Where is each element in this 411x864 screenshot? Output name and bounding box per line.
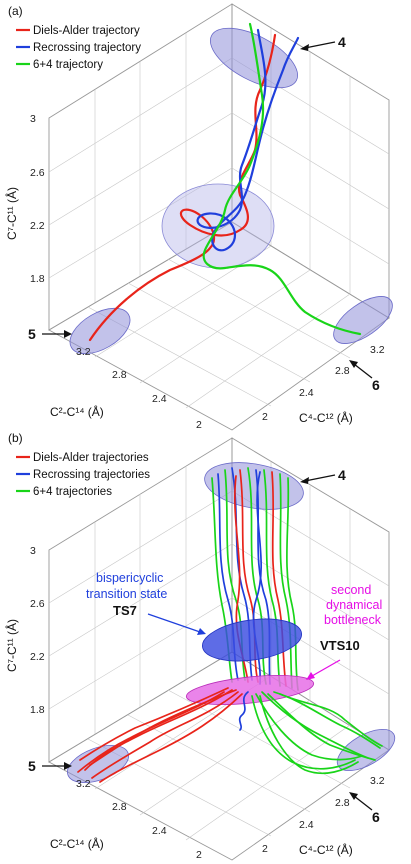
left-tick: 2.4 [152,825,167,837]
z-tick: 3 [30,545,36,557]
right-tick: 2.8 [335,365,350,377]
z-tick: 3 [30,113,36,125]
z-tick: 1.8 [30,704,45,716]
panel-b-vts10-annotation: second dynamical bottleneck VTS10 [306,583,382,680]
panel-a-product-4-region [209,27,299,89]
ts7-description-line1: bispericyclic [96,571,163,585]
legend-label-diels-alder: Diels-Alder trajectories [33,452,149,464]
z-tick: 1.8 [30,273,45,285]
svg-text:4: 4 [338,467,346,483]
panel-a-marker-4: 4 [300,34,346,51]
panel-a-left-axis-title: C²-C¹⁴ (Å) [50,404,104,419]
vts10-description-line3: bottleneck [324,613,382,627]
panel-a-z-ticks: 3 2.6 2.2 1.8 [30,113,45,285]
right-tick: 2.4 [299,387,314,399]
panel-b-marker-6: 6 [349,792,380,825]
ts7-label: TS7 [113,603,137,618]
svg-text:5: 5 [28,326,36,342]
panel-a-label: (a) [8,4,23,18]
panel-a-right-ticks: 3.2 2.8 2.4 2 [262,344,385,423]
right-tick: 2 [262,411,268,423]
panel-b-z-ticks: 3 2.6 2.2 1.8 [30,545,45,716]
right-tick: 3.2 [370,344,385,356]
panel-b-product-4-region [204,462,304,510]
panel-b-right-axis-title: C⁴-C¹² (Å) [299,842,353,857]
legend-label-diels-alder: Diels-Alder trajectory [33,25,140,37]
svg-text:6: 6 [372,377,380,393]
panel-a: (a) [4,3,393,431]
left-tick: 2 [196,849,202,861]
svg-text:5: 5 [28,758,36,774]
panel-b-ts7-region [202,618,302,662]
panel-a-marker-5: 5 [28,326,72,342]
panel-a-z-axis-title: C⁷-C¹¹ (Å) [4,187,19,240]
z-tick: 2.2 [30,651,45,663]
panel-b-marker-4: 4 [300,467,346,484]
legend-label-6plus4: 6+4 trajectory [33,59,103,71]
left-tick: 2 [196,419,202,431]
panel-b-ts7-annotation: bispericyclic transition state TS7 [86,571,206,635]
z-tick: 2.2 [30,220,45,232]
z-tick: 2.6 [30,598,45,610]
panel-b-left-axis-title: C²-C¹⁴ (Å) [50,836,104,851]
panel-a-right-axis-title: C⁴-C¹² (Å) [299,410,353,425]
left-tick: 2.8 [112,801,127,813]
panel-b-z-axis-title: C⁷-C¹¹ (Å) [4,619,19,672]
ts7-description-line2: transition state [86,587,167,601]
panel-a-legend: Diels-Alder trajectory Recrossing trajec… [16,25,141,71]
right-tick: 2.4 [299,819,314,831]
panel-a-left-ticks: 3.2 2.8 2.4 2 [76,346,202,431]
right-tick: 2.8 [335,797,350,809]
right-tick: 3.2 [370,775,385,787]
panel-b-vts10-region [185,675,315,705]
legend-label-recrossing: Recrossing trajectories [33,469,150,481]
z-tick: 2.6 [30,167,45,179]
panel-a-marker-6: 6 [349,360,380,393]
panel-a-trajectory-6plus4 [202,22,362,336]
legend-label-recrossing: Recrossing trajectory [33,42,141,54]
panel-b-marker-5: 5 [28,758,72,774]
svg-text:4: 4 [338,34,346,50]
vts10-description-line1: second [331,583,371,597]
panel-b-product-5-region [67,745,129,783]
left-tick: 2.8 [112,369,127,381]
svg-text:6: 6 [372,809,380,825]
panel-b-right-ticks: 3.2 2.8 2.4 2 [262,775,385,855]
legend-label-6plus4: 6+4 trajectories [33,486,112,498]
right-tick: 2 [262,843,268,855]
panel-a-product-5-region [69,307,131,355]
panel-a-trajectory-recrossing [196,28,300,252]
left-tick: 3.2 [76,778,91,790]
panel-b-trajectory-bundle-lower [77,687,383,783]
left-tick: 3.2 [76,346,91,358]
panel-b-left-ticks: 3.2 2.8 2.4 2 [76,778,202,861]
panel-b-label: (b) [8,431,23,445]
panel-b: (b) [4,431,396,861]
panel-b-legend: Diels-Alder trajectories Recrossing traj… [16,452,150,498]
vts10-label: VTS10 [320,638,360,653]
left-tick: 2.4 [152,393,167,405]
vts10-description-line2: dynamical [326,598,382,612]
